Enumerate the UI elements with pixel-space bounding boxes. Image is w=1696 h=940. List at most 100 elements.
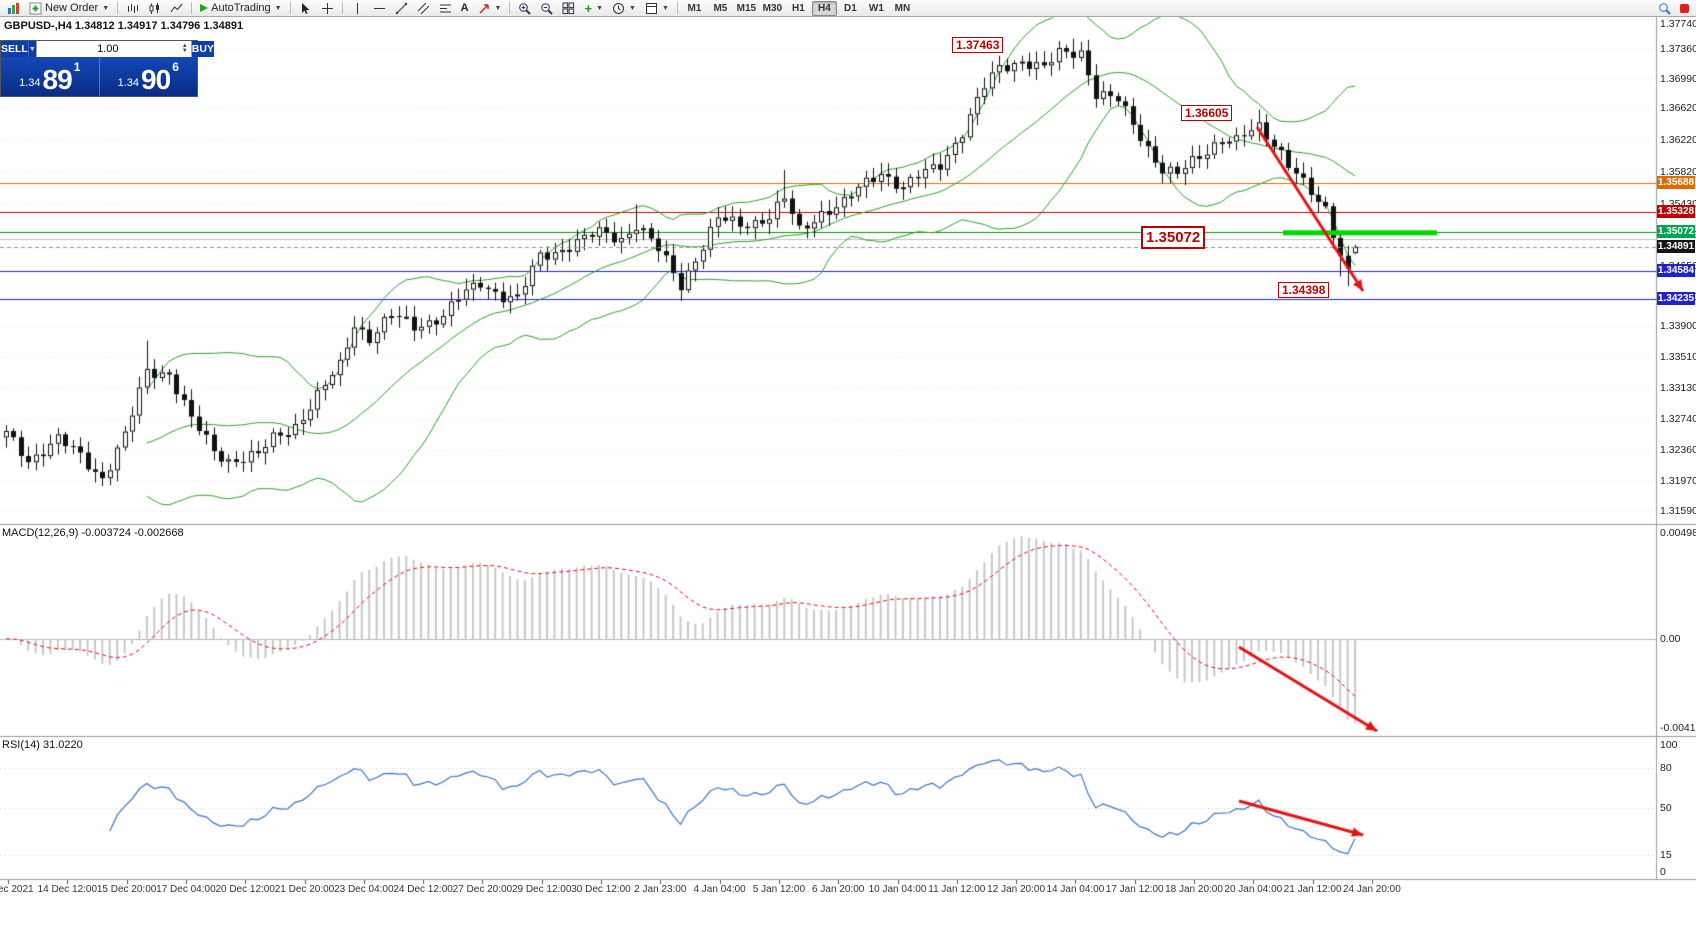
timeframe-h4[interactable]: H4 bbox=[811, 0, 837, 16]
macd-scale-label: -0.004138 bbox=[1660, 722, 1696, 734]
timeframe-m1[interactable]: M1 bbox=[682, 1, 707, 16]
crosshair-tool-button[interactable] bbox=[317, 1, 338, 16]
macd-scale-label: 0.004982 bbox=[1660, 527, 1696, 539]
sell-quote[interactable]: 1.34 89 1 bbox=[1, 57, 99, 96]
price-axis-label: 1.32740 bbox=[1660, 413, 1696, 426]
toolbar-separator bbox=[117, 2, 119, 14]
zoom-in-icon bbox=[519, 2, 532, 15]
rsi-scale-label: 15 bbox=[1660, 848, 1672, 861]
price-axis-label: 1.31590 bbox=[1660, 505, 1696, 518]
cursor-tool-button[interactable] bbox=[295, 1, 316, 16]
price-axis-label: 1.33130 bbox=[1660, 381, 1696, 394]
bar-chart-icon bbox=[128, 3, 139, 13]
search-button[interactable] bbox=[1654, 1, 1675, 16]
quote-panel: 1.34 89 1 1.34 90 6 bbox=[0, 57, 198, 97]
buy-price-big: 90 bbox=[141, 64, 171, 96]
new-order-icon bbox=[29, 2, 42, 14]
price-callout[interactable]: 1.36605 bbox=[1181, 105, 1233, 121]
price-axis-label: 1.33900 bbox=[1660, 320, 1696, 333]
chart-candles-button[interactable] bbox=[144, 1, 165, 16]
trendline-tool-button[interactable] bbox=[391, 1, 412, 16]
fibonacci-tool-button[interactable] bbox=[435, 1, 456, 16]
tile-windows-button[interactable] bbox=[558, 1, 579, 16]
zoom-out-button[interactable] bbox=[536, 1, 557, 16]
time-axis-label: 5 Jan 12:00 bbox=[752, 884, 806, 895]
buy-price-prefix: 1.34 bbox=[117, 77, 140, 89]
buy-quote[interactable]: 1.34 90 6 bbox=[98, 57, 198, 96]
volume-up-icon[interactable]: ▲ bbox=[181, 43, 188, 49]
price-axis-label: 1.37740 bbox=[1660, 18, 1696, 30]
price-axis-marker: 1.35072 bbox=[1657, 225, 1695, 239]
time-axis-label: 24 Jan 20:00 bbox=[1342, 884, 1401, 895]
chart-bars-button[interactable] bbox=[122, 1, 143, 16]
cursor-icon bbox=[301, 2, 310, 14]
time-axis-label: 24 Dec 12:00 bbox=[393, 884, 453, 895]
timeframe-m15[interactable]: M15 bbox=[734, 1, 759, 16]
toolbar-separator bbox=[341, 2, 343, 14]
toolbar-separator bbox=[676, 2, 678, 14]
timeframe-w1[interactable]: W1 bbox=[864, 1, 889, 16]
volume-input[interactable] bbox=[36, 41, 179, 57]
play-icon bbox=[200, 4, 209, 12]
price-axis-marker: 1.34235 bbox=[1657, 292, 1695, 306]
indicators-button[interactable]: + ▼ bbox=[580, 1, 607, 16]
time-axis-label: 11 Jan 12:00 bbox=[928, 884, 986, 895]
price-axis-marker: 1.34584 bbox=[1657, 264, 1695, 278]
time-axis-label: 17 Jan 12:00 bbox=[1105, 884, 1164, 895]
vertical-line-tool-button[interactable] bbox=[347, 1, 368, 16]
price-axis-label: 1.36620 bbox=[1660, 102, 1696, 115]
chevron-down-icon: ▼ bbox=[629, 4, 636, 12]
price-callout[interactable]: 1.37463 bbox=[952, 37, 1004, 53]
price-axis-label: 1.32360 bbox=[1660, 443, 1696, 456]
buy-button[interactable]: BUY bbox=[191, 41, 214, 57]
toolbar-separator bbox=[191, 2, 193, 14]
chevron-down-icon: ▼ bbox=[494, 4, 502, 12]
chart-line-button[interactable] bbox=[166, 1, 187, 16]
trade-controls-row: SELL ▼ ▲ ▼ BUY bbox=[0, 40, 214, 57]
app-logo-icon bbox=[3, 0, 24, 17]
sell-price-prefix: 1.34 bbox=[19, 77, 41, 89]
new-order-button[interactable]: New Order ▼ bbox=[25, 1, 113, 16]
indicators-plus-icon: + bbox=[584, 0, 593, 16]
price-axis-label: 1.35820 bbox=[1660, 166, 1696, 179]
templates-button[interactable]: ▼ bbox=[641, 1, 673, 16]
price-axis-label: 1.31970 bbox=[1660, 474, 1696, 487]
time-axis-label: 27 Dec 20:00 bbox=[452, 884, 513, 895]
time-axis-label: 9 Dec 2021 bbox=[0, 884, 34, 895]
price-callout[interactable]: 1.35072 bbox=[1141, 226, 1206, 249]
sell-dropdown-icon[interactable]: ▼ bbox=[27, 41, 36, 57]
timeframe-m5[interactable]: M5 bbox=[708, 1, 733, 16]
tile-windows-icon bbox=[562, 2, 575, 14]
timeframe-d1[interactable]: D1 bbox=[838, 1, 863, 16]
volume-steppers: ▲ ▼ bbox=[179, 41, 191, 57]
channel-icon bbox=[417, 2, 429, 14]
crosshair-icon bbox=[321, 2, 333, 14]
timeframe-mn[interactable]: MN bbox=[890, 1, 915, 16]
time-axis-label: 21 Dec 20:00 bbox=[274, 884, 335, 895]
macd-scale-label: 0.00 bbox=[1660, 632, 1681, 645]
channel-tool-button[interactable] bbox=[413, 1, 434, 16]
one-click-trading-panel: SELL ▼ ▲ ▼ BUY 1.34 89 1 1.34 90 6 bbox=[0, 40, 214, 97]
arrows-tool-button[interactable]: ▼ bbox=[474, 1, 506, 16]
volume-down-icon[interactable]: ▼ bbox=[181, 48, 188, 54]
time-axis-label: 20 Dec 12:00 bbox=[215, 884, 275, 895]
horizontal-line-tool-button[interactable] bbox=[369, 1, 390, 16]
template-icon bbox=[645, 2, 657, 14]
time-axis-label: 18 Jan 20:00 bbox=[1165, 884, 1223, 895]
time-axis-label: 20 Jan 04:00 bbox=[1224, 884, 1283, 895]
zoom-in-button[interactable] bbox=[514, 1, 535, 16]
text-tool-button[interactable]: A bbox=[457, 1, 473, 16]
sell-button[interactable]: SELL bbox=[1, 41, 28, 57]
rsi-scale-label: 80 bbox=[1660, 761, 1672, 774]
time-axis-label: 15 Dec 20:00 bbox=[96, 884, 157, 895]
periods-button[interactable]: ▼ bbox=[608, 1, 640, 16]
price-axis-label: 1.36220 bbox=[1660, 134, 1696, 147]
price-callout[interactable]: 1.34398 bbox=[1278, 282, 1330, 298]
buy-price-pip: 6 bbox=[172, 60, 179, 74]
timeframe-m30[interactable]: M30 bbox=[760, 1, 785, 16]
timeframe-h1[interactable]: H1 bbox=[786, 1, 811, 16]
vertical-line-icon bbox=[356, 2, 358, 14]
autotrading-button[interactable]: AutoTrading ▼ bbox=[196, 1, 285, 16]
toolbar-separator bbox=[509, 2, 511, 14]
